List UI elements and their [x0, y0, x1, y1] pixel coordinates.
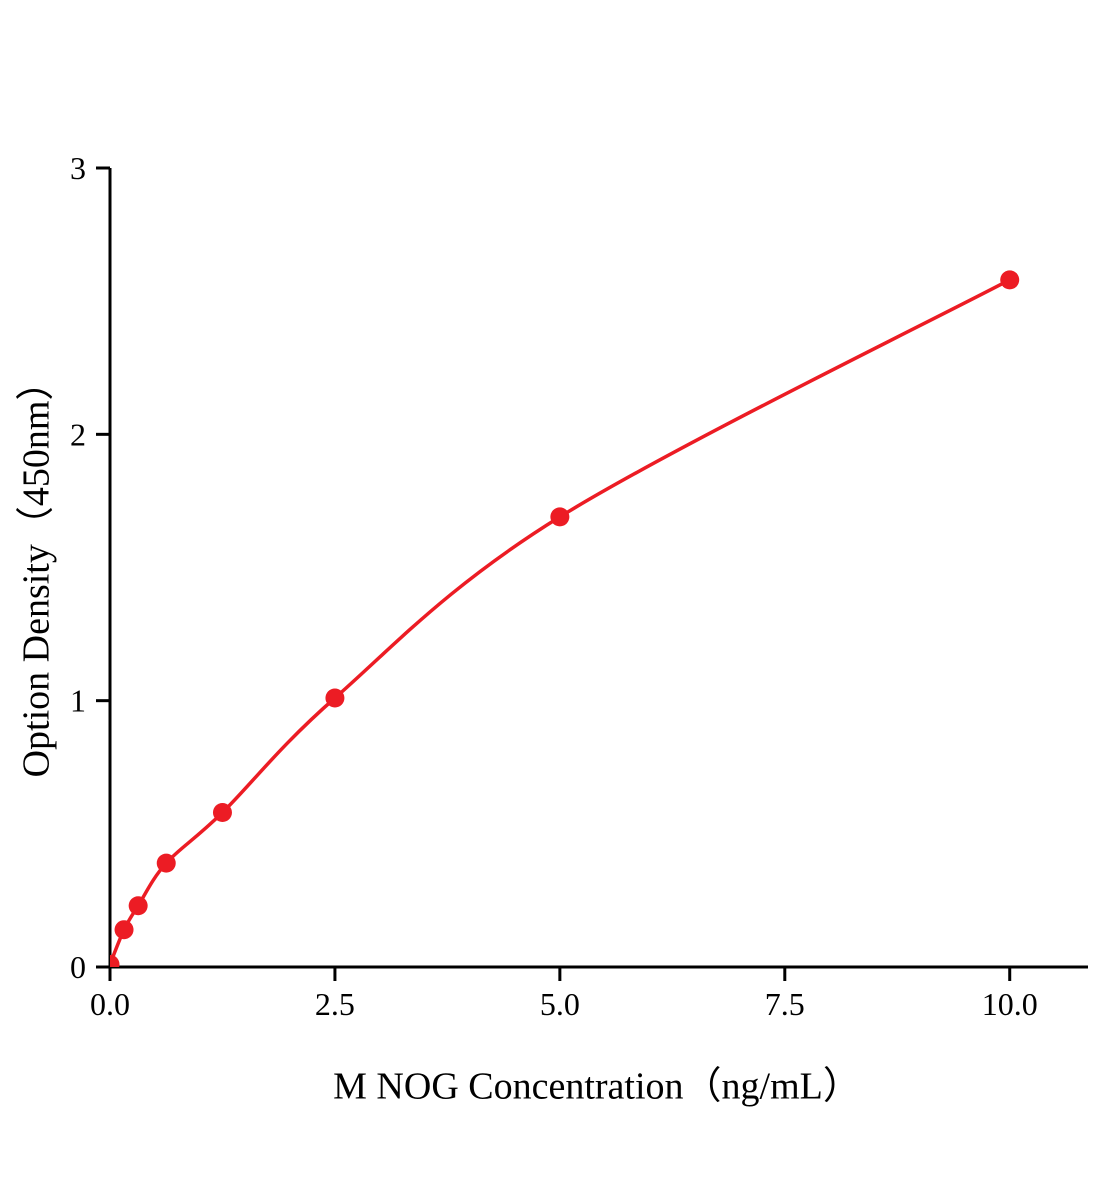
fit-curve	[110, 278, 1012, 967]
data-point-marker	[550, 507, 570, 527]
data-point-marker	[156, 853, 176, 873]
y-tick-label: 3	[70, 150, 86, 186]
x-tick-label: 10.0	[982, 986, 1038, 1022]
data-point-marker	[212, 803, 232, 823]
plot-area	[110, 270, 1020, 967]
y-tick-label: 1	[70, 683, 86, 719]
x-tick-label: 0.0	[90, 986, 130, 1022]
data-point-marker	[110, 954, 120, 967]
data-point-marker	[128, 896, 148, 916]
x-axis-title: M NOG Concentration（ng/mL）	[333, 1065, 861, 1108]
data-point-marker	[325, 688, 345, 708]
data-point-marker	[114, 920, 134, 940]
y-tick-label: 2	[70, 416, 86, 452]
y-axis-title: Option Density（450nm）	[15, 362, 58, 778]
x-tick-label: 7.5	[765, 986, 805, 1022]
x-tick-label: 5.0	[540, 986, 580, 1022]
y-tick-label: 0	[70, 949, 86, 985]
data-point-marker	[1000, 270, 1020, 290]
x-tick-label: 2.5	[315, 986, 355, 1022]
